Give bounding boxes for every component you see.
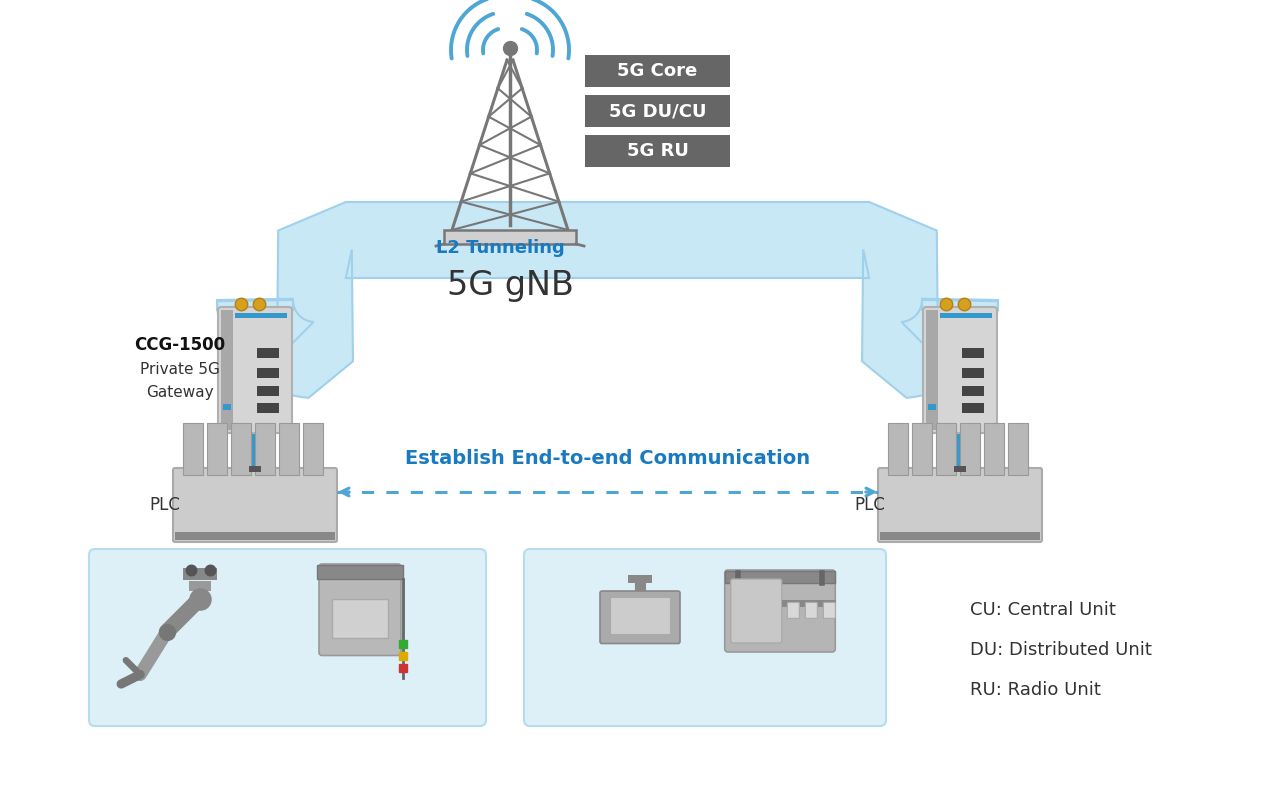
FancyBboxPatch shape [207, 423, 227, 475]
Text: 5G DU/CU: 5G DU/CU [609, 102, 707, 120]
FancyBboxPatch shape [936, 423, 956, 475]
FancyBboxPatch shape [279, 423, 300, 475]
FancyBboxPatch shape [724, 571, 836, 583]
FancyBboxPatch shape [960, 423, 980, 475]
Text: PLC: PLC [150, 496, 180, 514]
FancyBboxPatch shape [984, 423, 1004, 475]
FancyBboxPatch shape [188, 582, 211, 591]
FancyBboxPatch shape [223, 404, 230, 410]
Text: CCG-1500: CCG-1500 [134, 336, 225, 354]
Text: Establish End-to-end Communication: Establish End-to-end Communication [404, 448, 810, 468]
FancyBboxPatch shape [218, 307, 292, 433]
Text: CU: Central Unit: CU: Central Unit [970, 601, 1116, 619]
FancyBboxPatch shape [963, 368, 984, 378]
FancyBboxPatch shape [183, 568, 218, 579]
FancyBboxPatch shape [600, 591, 680, 643]
FancyBboxPatch shape [317, 565, 403, 579]
FancyBboxPatch shape [257, 386, 279, 396]
FancyBboxPatch shape [230, 423, 251, 475]
FancyBboxPatch shape [963, 403, 984, 413]
FancyBboxPatch shape [940, 313, 992, 318]
Text: RU: Radio Unit: RU: Radio Unit [970, 681, 1101, 699]
Text: Gateway: Gateway [146, 385, 214, 399]
FancyBboxPatch shape [878, 468, 1042, 542]
FancyBboxPatch shape [255, 423, 275, 475]
FancyBboxPatch shape [928, 404, 936, 410]
Text: 5G gNB: 5G gNB [447, 268, 573, 301]
FancyBboxPatch shape [257, 368, 279, 378]
FancyBboxPatch shape [1009, 423, 1028, 475]
Text: 5G Core: 5G Core [617, 62, 698, 80]
Text: L2 Tunneling: L2 Tunneling [435, 239, 564, 257]
FancyBboxPatch shape [731, 579, 782, 643]
FancyBboxPatch shape [444, 230, 576, 244]
FancyBboxPatch shape [183, 423, 204, 475]
FancyBboxPatch shape [628, 575, 652, 583]
FancyBboxPatch shape [881, 532, 1039, 540]
FancyBboxPatch shape [332, 599, 388, 638]
Text: DU: Distributed Unit: DU: Distributed Unit [970, 641, 1152, 659]
FancyBboxPatch shape [173, 468, 337, 542]
FancyBboxPatch shape [923, 307, 997, 433]
Polygon shape [218, 202, 998, 398]
FancyBboxPatch shape [250, 466, 261, 472]
FancyBboxPatch shape [823, 603, 836, 618]
FancyBboxPatch shape [585, 95, 730, 127]
FancyBboxPatch shape [911, 423, 932, 475]
FancyBboxPatch shape [925, 310, 938, 430]
FancyBboxPatch shape [585, 135, 730, 167]
FancyBboxPatch shape [963, 386, 984, 396]
Text: 5G RU: 5G RU [627, 142, 689, 160]
FancyBboxPatch shape [90, 549, 486, 726]
FancyBboxPatch shape [236, 313, 287, 318]
FancyBboxPatch shape [319, 564, 401, 655]
FancyBboxPatch shape [175, 532, 335, 540]
FancyBboxPatch shape [963, 348, 984, 358]
FancyBboxPatch shape [805, 603, 818, 618]
FancyBboxPatch shape [611, 597, 669, 633]
FancyBboxPatch shape [257, 348, 279, 358]
Text: PLC: PLC [855, 496, 886, 514]
FancyBboxPatch shape [303, 423, 323, 475]
FancyBboxPatch shape [787, 603, 799, 618]
FancyBboxPatch shape [585, 55, 730, 87]
FancyBboxPatch shape [954, 466, 966, 472]
Text: Private 5G: Private 5G [140, 363, 220, 377]
FancyBboxPatch shape [524, 549, 886, 726]
FancyBboxPatch shape [221, 310, 233, 430]
FancyBboxPatch shape [724, 570, 836, 652]
FancyBboxPatch shape [257, 403, 279, 413]
FancyBboxPatch shape [888, 423, 908, 475]
